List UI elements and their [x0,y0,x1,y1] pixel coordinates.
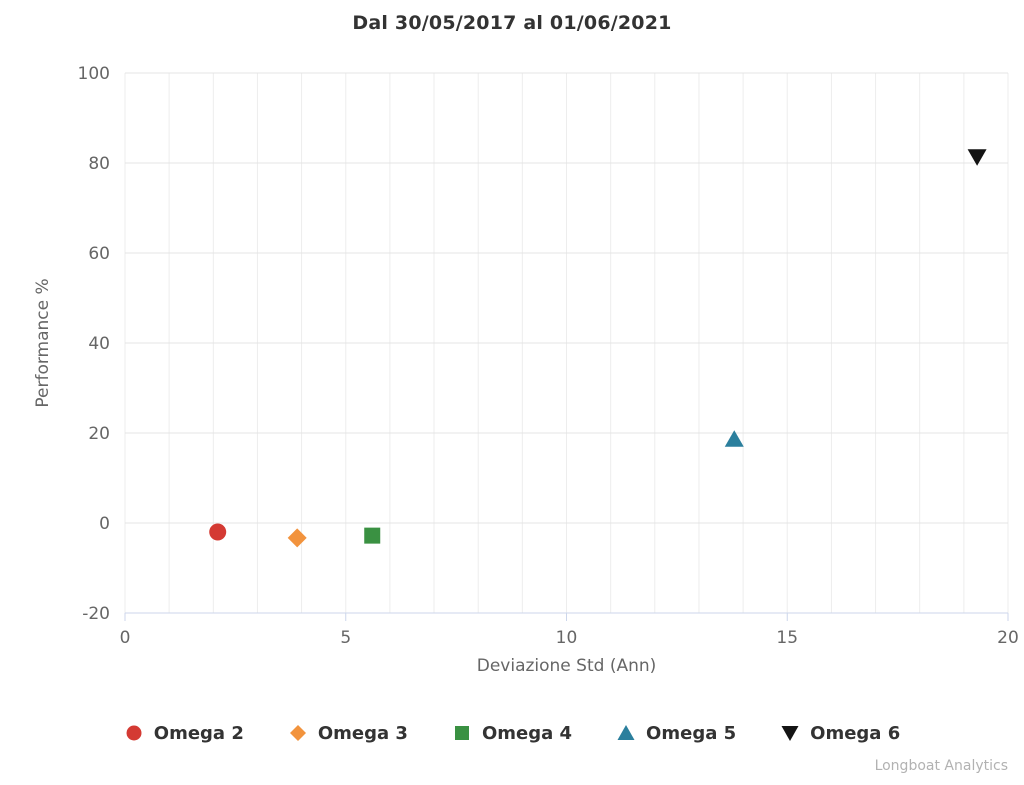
legend: Omega 2 Omega 3 Omega 4 Omega 5 Omega 6 [0,714,1024,752]
legend-item-label: Omega 2 [153,722,244,744]
y-axis-title: Performance % [33,278,53,407]
legend-marker-triangle-up-icon [617,725,635,740]
legend-item-label: Omega 5 [646,722,737,744]
x-axis-title: Deviazione Std (Ann) [477,656,657,676]
x-axis-tick-label: 0 [120,628,131,648]
y-axis-tick-label: -20 [82,604,110,624]
legend-item-omega-2[interactable]: Omega 2 [124,723,244,744]
legend-item-omega-3[interactable]: Omega 3 [288,723,408,744]
y-axis-tick-label: 80 [88,154,110,174]
legend-marker-shape [289,725,306,741]
legend-item-omega-5[interactable]: Omega 5 [616,723,736,744]
y-axis-tick-label: 0 [99,514,110,534]
legend-marker-diamond-icon [289,725,306,741]
legend-item-label: Omega 3 [317,722,408,744]
legend-marker-shape [454,726,469,740]
y-axis-tick-label: 100 [78,64,110,84]
data-point-omega-5[interactable] [724,430,744,447]
legend-marker-square-icon [454,726,469,740]
data-point-omega-6[interactable] [967,149,987,166]
scatter-plot-area: 0 5 10 15 20 -20 0 20 40 60 80 100 Deviazione Std (A… [33,64,1019,676]
x-axis-tick-label: 10 [556,628,578,648]
data-point-omega-2[interactable] [209,523,227,541]
x-axis-tick-label: 20 [997,628,1019,648]
y-axis-tick-label: 20 [88,424,110,444]
data-point-omega-4[interactable] [364,527,381,544]
chart-title: Dal 30/05/2017 al 01/06/2021 [352,12,672,34]
legend-marker-circle-icon [126,725,142,741]
legend-marker-shape [781,726,799,741]
y-axis-tick-label: 40 [88,334,110,354]
credits-label[interactable]: Longboat Analytics [874,758,1008,774]
legend-item-omega-6[interactable]: Omega 6 [780,723,900,744]
x-axis-tick-label: 15 [776,628,798,648]
legend-marker-triangle-down-icon [781,726,799,741]
x-axis-tick-label: 5 [340,628,351,648]
y-axis-tick-label: 60 [88,244,110,264]
legend-item-label: Omega 6 [810,722,901,744]
legend-item-omega-4[interactable]: Omega 4 [452,723,572,744]
data-point-omega-3[interactable] [287,528,307,548]
legend-marker-shape [126,725,142,741]
legend-marker-shape [617,725,635,740]
legend-item-label: Omega 4 [481,722,573,744]
